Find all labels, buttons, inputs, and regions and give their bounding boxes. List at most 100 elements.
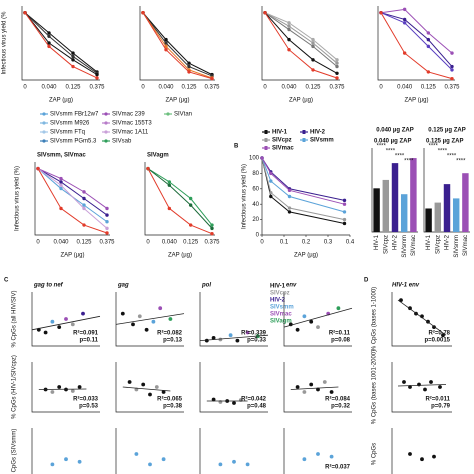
trend-line: [290, 386, 339, 390]
panel-title: gag to nef: [33, 283, 64, 289]
x-tick-label: 0.375: [444, 85, 460, 91]
legend-label: HIV-2: [270, 298, 286, 304]
legend-marker: [42, 112, 46, 116]
data-point: [269, 194, 273, 199]
data-point: [287, 21, 291, 25]
data-point: [316, 387, 320, 392]
data-point: [335, 76, 339, 80]
series-line: [380, 12, 453, 80]
panel-title: env: [286, 283, 297, 289]
data-point: [148, 392, 152, 397]
data-point: [426, 37, 431, 42]
data-point: [232, 459, 236, 464]
data-point: [164, 37, 168, 42]
data-point: [70, 389, 75, 393]
data-point: [64, 317, 68, 321]
data-point: [335, 58, 339, 62]
y-tick-label: 80: [252, 171, 259, 177]
data-point: [423, 387, 427, 392]
data-point: [167, 206, 172, 211]
trend-line: [283, 307, 353, 328]
data-point: [287, 210, 292, 214]
series-line: [37, 168, 108, 229]
x-axis-label: ZAP (µg): [294, 253, 318, 259]
data-point: [218, 462, 223, 467]
x-tick-label: 0.125: [181, 85, 197, 91]
legend-label: SIVsmm M926: [50, 121, 90, 127]
significance: ****: [456, 159, 466, 165]
x-tick-label: 0.040: [397, 85, 413, 91]
legend-label: SIVsmm FBr12w7: [50, 112, 99, 118]
data-point: [77, 459, 82, 464]
data-point: [402, 51, 407, 55]
data-point: [342, 198, 347, 203]
series-line: [142, 12, 213, 76]
data-point: [59, 176, 63, 181]
data-point: [287, 24, 291, 28]
data-point: [164, 44, 168, 49]
legend-label: HIV-2: [310, 130, 326, 136]
data-point: [287, 37, 291, 42]
data-point: [210, 231, 214, 236]
data-point: [82, 206, 86, 211]
data-point: [335, 61, 339, 65]
data-point: [161, 457, 166, 462]
data-point: [335, 64, 339, 69]
data-point: [402, 380, 406, 384]
data-point: [57, 385, 62, 389]
data-point: [23, 11, 27, 15]
x-tick-label: 0.1: [280, 240, 289, 246]
legend-marker: [264, 138, 268, 142]
legend-marker: [264, 130, 268, 134]
legend-marker: [104, 112, 108, 116]
data-point: [158, 306, 163, 311]
trend-line: [397, 299, 447, 336]
stat-annotation: p=0.79: [431, 404, 451, 410]
data-point: [82, 203, 86, 207]
data-point: [154, 385, 159, 389]
significance: ****: [377, 144, 387, 150]
bar: [462, 173, 469, 232]
stat-annotation: R²=0.11: [329, 330, 351, 337]
panel-title: 0.040 µg ZAP: [376, 128, 413, 134]
data-point: [161, 390, 166, 394]
x-tick-label: 0.3: [324, 240, 333, 246]
data-point: [141, 11, 145, 15]
data-point: [342, 221, 347, 226]
data-point: [50, 462, 55, 467]
series-line: [380, 12, 453, 67]
data-point: [82, 223, 86, 227]
data-point: [105, 220, 109, 224]
data-point: [426, 70, 431, 74]
series-line: [142, 12, 213, 80]
legend-label: SIVsab: [112, 139, 132, 145]
axis: [199, 292, 268, 347]
x-tick-label: SIVcpz: [383, 235, 389, 254]
y-tick-label: 0: [256, 233, 260, 239]
stat-annotation: R²=0.011: [425, 396, 450, 403]
axis: [144, 162, 215, 236]
series-line: [261, 157, 345, 224]
data-point: [322, 380, 327, 384]
data-point: [311, 41, 315, 45]
data-point: [235, 338, 240, 343]
data-point: [450, 51, 454, 55]
data-point: [316, 325, 320, 329]
x-tick-label: 0: [260, 240, 264, 246]
y-axis-label: Infectious virus yield (%: [2, 11, 8, 75]
data-point: [211, 397, 216, 402]
axis: [283, 362, 352, 413]
x-tick-label: 0.375: [204, 240, 220, 246]
series-line: [37, 168, 108, 216]
x-tick-label: 0: [379, 85, 383, 91]
bar: [410, 158, 417, 232]
x-tick-label: HIV-2: [393, 234, 399, 250]
data-point: [295, 327, 300, 332]
data-point: [232, 401, 236, 405]
data-point: [47, 31, 51, 35]
legend-marker: [104, 121, 108, 125]
data-point: [59, 183, 63, 187]
series-line: [37, 168, 108, 234]
legend-marker: [104, 139, 108, 143]
x-tick-label: 0.375: [89, 85, 105, 91]
